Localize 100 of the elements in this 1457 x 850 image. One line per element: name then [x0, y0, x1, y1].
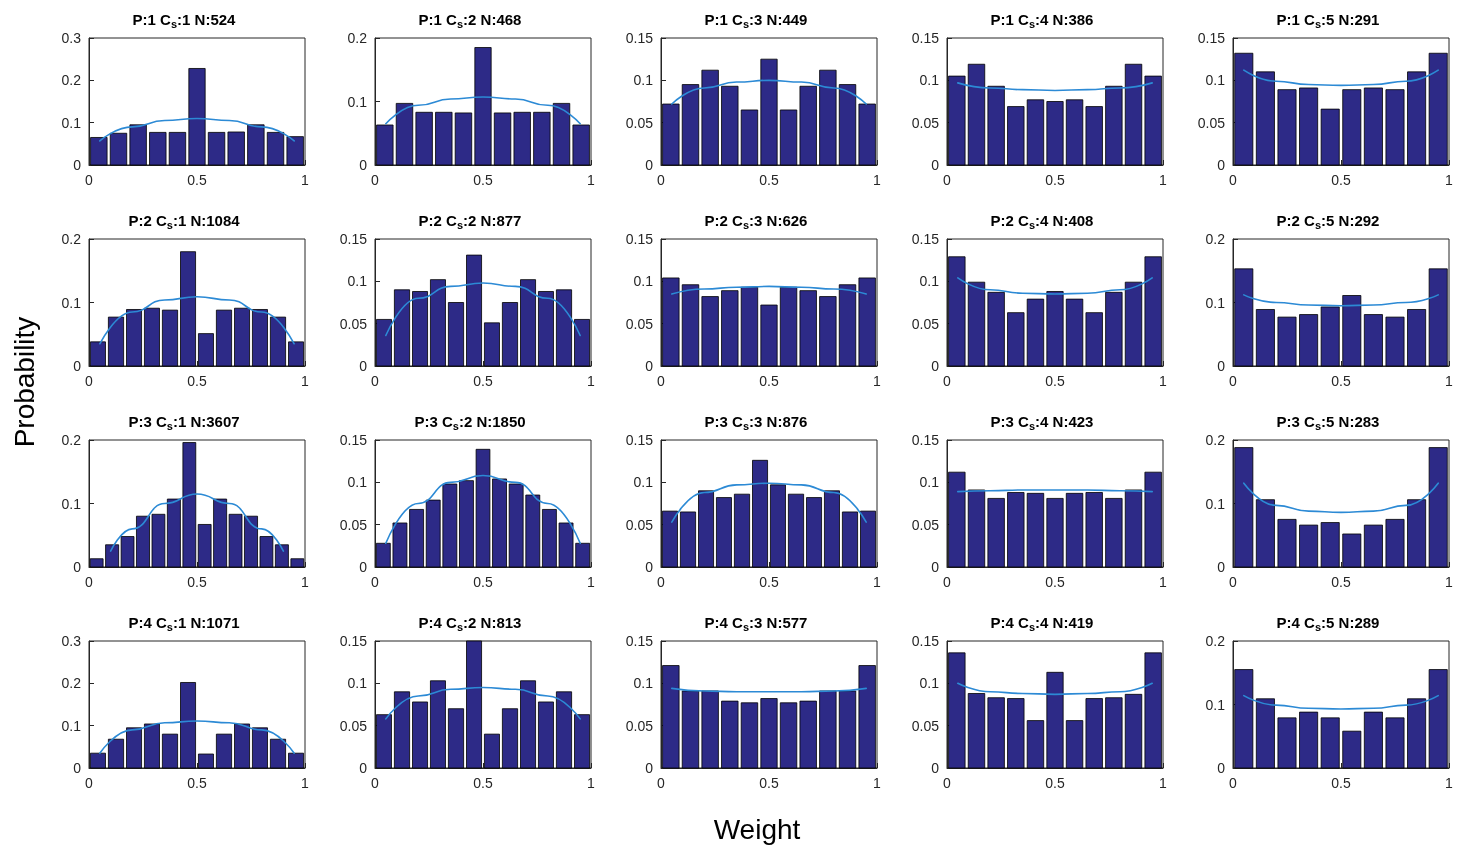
line-series	[1243, 69, 1439, 87]
y-tick-label: 0.15	[625, 633, 654, 649]
y-tick-label: 0	[931, 157, 940, 173]
y-tick-label: 0	[73, 559, 82, 575]
line-series	[385, 686, 581, 720]
x-tick-label: 0	[371, 373, 380, 389]
y-tick-label: 0.05	[625, 114, 654, 131]
y-tick-label: 0.05	[1197, 114, 1226, 131]
y-tick-label: 0	[1217, 559, 1226, 575]
x-tick-label: 1	[1445, 172, 1454, 188]
y-tick-label: 0.1	[919, 72, 940, 89]
x-tick-label: 0.5	[1045, 775, 1065, 791]
y-tick-label: 0.05	[625, 516, 654, 533]
x-tick-label: 1	[301, 172, 310, 188]
y-tick-label: 0.05	[911, 114, 940, 131]
x-tick-label: 0.5	[1331, 574, 1351, 590]
y-tick-label: 0.15	[911, 231, 940, 247]
y-tick-label: 0.2	[61, 231, 82, 247]
x-tick-label: 0.5	[187, 775, 207, 791]
x-tick-label: 0.5	[187, 172, 207, 188]
y-tick-label: 0.15	[1197, 30, 1226, 46]
y-tick-label: 0.2	[1205, 231, 1226, 247]
y-tick-label: 0	[931, 358, 940, 374]
y-tick-label: 0.2	[61, 432, 82, 448]
y-tick-label: 0.2	[1205, 432, 1226, 448]
x-tick-label: 0.5	[187, 574, 207, 590]
x-tick-label: 0.5	[1045, 172, 1065, 188]
y-tick-label: 0.15	[625, 432, 654, 448]
x-tick-label: 1	[873, 775, 882, 791]
y-tick-label: 0.05	[625, 315, 654, 332]
y-tick-label: 0.15	[911, 30, 940, 46]
y-tick-label: 0.1	[1205, 696, 1226, 713]
x-tick-label: 1	[301, 574, 310, 590]
x-tick-label: 0	[1229, 574, 1238, 590]
y-tick-label: 0	[645, 157, 654, 173]
x-tick-label: 1	[1445, 775, 1454, 791]
x-tick-label: 0	[85, 574, 94, 590]
x-tick-label: 0	[85, 172, 94, 188]
line-series	[671, 482, 867, 523]
y-tick-label: 0	[73, 358, 82, 374]
x-tick-label: 1	[1159, 574, 1168, 590]
x-tick-label: 0	[943, 574, 952, 590]
line-series	[1243, 694, 1439, 710]
y-tick-label: 0.1	[633, 474, 654, 491]
y-tick-label: 0	[931, 559, 940, 575]
x-tick-label: 1	[587, 775, 596, 791]
y-tick-label: 0.1	[633, 675, 654, 692]
y-tick-label: 0.2	[1205, 633, 1226, 649]
y-tick-label: 0	[73, 157, 82, 173]
y-tick-label: 0.1	[919, 675, 940, 692]
x-tick-label: 1	[301, 373, 310, 389]
y-tick-label: 0.1	[1205, 294, 1226, 311]
y-tick-label: 0.05	[339, 516, 368, 533]
x-tick-label: 0.5	[1045, 373, 1065, 389]
y-tick-label: 0.15	[339, 432, 368, 448]
x-tick-label: 0.5	[1045, 574, 1065, 590]
x-tick-label: 1	[1159, 775, 1168, 791]
y-tick-label: 0.05	[911, 315, 940, 332]
x-tick-label: 0	[657, 373, 666, 389]
y-tick-label: 0	[359, 760, 368, 776]
x-tick-label: 0	[1229, 172, 1238, 188]
line-series	[957, 82, 1153, 92]
y-tick-label: 0.2	[61, 72, 82, 89]
x-tick-label: 0	[371, 172, 380, 188]
y-tick-label: 0.3	[61, 30, 82, 46]
x-tick-label: 0.5	[473, 373, 493, 389]
line-series	[957, 682, 1153, 696]
x-tick-label: 0.5	[759, 172, 779, 188]
y-tick-label: 0	[645, 559, 654, 575]
y-tick-label: 0	[1217, 760, 1226, 776]
y-tick-label: 0.2	[347, 30, 368, 46]
y-tick-label: 0.05	[339, 315, 368, 332]
x-tick-label: 1	[1159, 172, 1168, 188]
x-tick-label: 0	[657, 574, 666, 590]
y-tick-label: 0	[359, 358, 368, 374]
x-tick-label: 0	[1229, 775, 1238, 791]
y-tick-label: 0.1	[347, 93, 368, 110]
x-tick-label: 0	[1229, 373, 1238, 389]
x-tick-label: 1	[587, 373, 596, 389]
y-tick-label: 0	[73, 760, 82, 776]
y-tick-label: 0	[931, 760, 940, 776]
x-tick-label: 1	[587, 574, 596, 590]
y-tick-label: 0.1	[633, 273, 654, 290]
x-tick-label: 0.5	[759, 775, 779, 791]
y-tick-label: 0.1	[1205, 495, 1226, 512]
x-tick-label: 0	[371, 574, 380, 590]
y-tick-label: 0.1	[347, 273, 368, 290]
y-tick-label: 0	[359, 157, 368, 173]
x-tick-label: 0.5	[473, 574, 493, 590]
x-tick-label: 1	[587, 172, 596, 188]
y-tick-label: 0.1	[61, 114, 82, 131]
y-tick-label: 0.1	[919, 273, 940, 290]
line-series	[385, 96, 581, 125]
y-tick-label: 0	[645, 358, 654, 374]
y-tick-label: 0	[359, 559, 368, 575]
y-tick-label: 0.15	[911, 633, 940, 649]
x-tick-label: 0.5	[187, 373, 207, 389]
y-tick-label: 0.1	[61, 294, 82, 311]
y-tick-label: 0.1	[919, 474, 940, 491]
x-tick-label: 0	[371, 775, 380, 791]
